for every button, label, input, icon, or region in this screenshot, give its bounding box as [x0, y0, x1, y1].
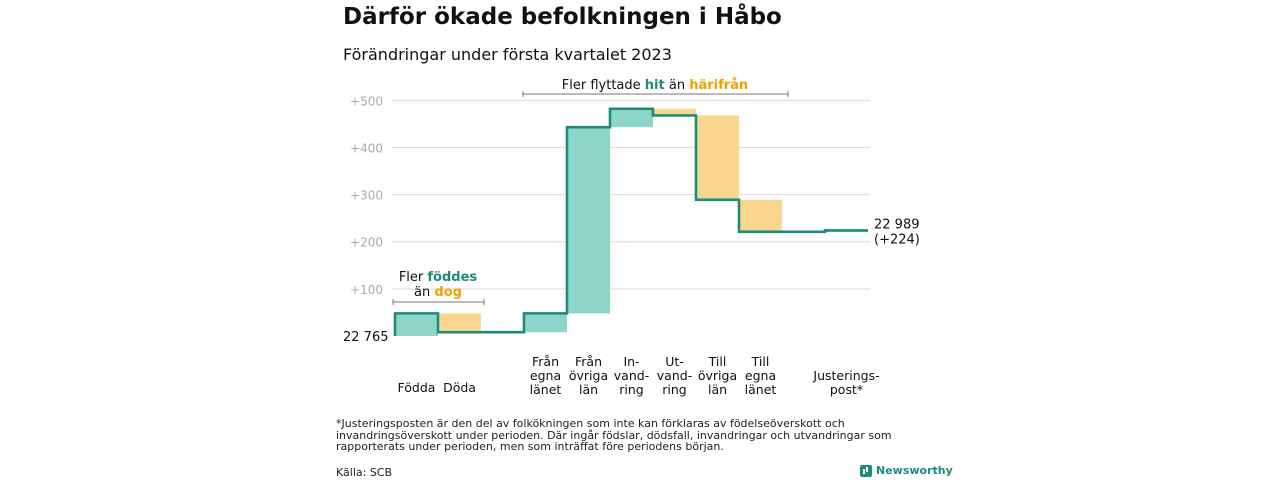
births-annotation-line1: Fler föddes [399, 270, 478, 285]
category-label: vand- [657, 368, 692, 383]
brand-logo: Newsworthy [860, 464, 953, 477]
category-label: länet [530, 382, 562, 397]
bar [610, 108, 653, 128]
footnote: *Justeringsposten är den del av folkökni… [336, 417, 892, 453]
category-label: län [708, 382, 727, 397]
bar [395, 313, 438, 336]
category-label: övriga [569, 368, 608, 383]
births-annotation-text: än [414, 285, 434, 300]
migration-annotation: Fler flyttade hit än härifrån [562, 78, 748, 93]
category-label: vand- [614, 368, 649, 383]
category-label: Födda [398, 380, 436, 395]
bar-chart-icon [860, 464, 872, 477]
migration-annotation-em: hit [645, 78, 665, 93]
bar [653, 108, 696, 116]
cumulative-line [393, 107, 868, 336]
category-label: egna [530, 368, 561, 383]
category-label: Döda [443, 380, 476, 395]
category-label: Från [532, 354, 559, 369]
y-tick-label: +300 [350, 189, 383, 203]
bar [567, 127, 610, 314]
end-value-label: 22 989 [874, 217, 920, 232]
end-change-label: (+224) [874, 232, 920, 247]
y-tick-label: +400 [350, 141, 383, 155]
category-label: post* [830, 382, 863, 397]
bar [696, 115, 739, 200]
y-tick-label: +200 [350, 236, 383, 250]
label-layer: Födda DödaFrånegnalänetFrånövrigalänIn-va… [343, 217, 920, 397]
deaths-annotation-em: dog [434, 285, 462, 300]
bar [524, 313, 567, 333]
category-label: egna [745, 368, 776, 383]
category-label: In- [623, 354, 639, 369]
start-value-label: 22 765 [343, 330, 389, 345]
bar-layer [395, 108, 868, 336]
category-label: ring [662, 382, 686, 397]
migration-annotation-text: än [665, 78, 689, 93]
births-annotation-em: föddes [427, 270, 477, 285]
brand-name: Newsworthy [876, 464, 953, 477]
migration-annotation-em: härifrån [689, 78, 748, 93]
category-label: övriga [698, 368, 737, 383]
bar [739, 199, 782, 232]
chart-title: Därför ökade befolkningen i Håbo [343, 4, 782, 30]
category-label: länet [745, 382, 777, 397]
births-annotation-text: Fler [399, 270, 428, 285]
category-label: Justerings- [812, 368, 879, 383]
births-annotation-line2: än dog [414, 285, 462, 300]
category-label: Till [708, 354, 727, 369]
grid-layer: +100 +200 +300 +400 +500 [350, 94, 870, 297]
category-label: Från [575, 354, 602, 369]
source-label: Källa: SCB [336, 466, 393, 479]
y-tick-label: +500 [350, 94, 383, 108]
category-label: län [579, 382, 598, 397]
category-label: Ut- [665, 354, 684, 369]
category-label: Till [751, 354, 770, 369]
line-layer [393, 107, 868, 336]
bar [438, 313, 481, 333]
migration-annotation-text: Fler flyttade [562, 78, 645, 93]
category-label: ring [619, 382, 643, 397]
chart-subtitle: Förändringar under första kvartalet 2023 [343, 45, 672, 64]
y-tick-label: +100 [350, 283, 383, 297]
